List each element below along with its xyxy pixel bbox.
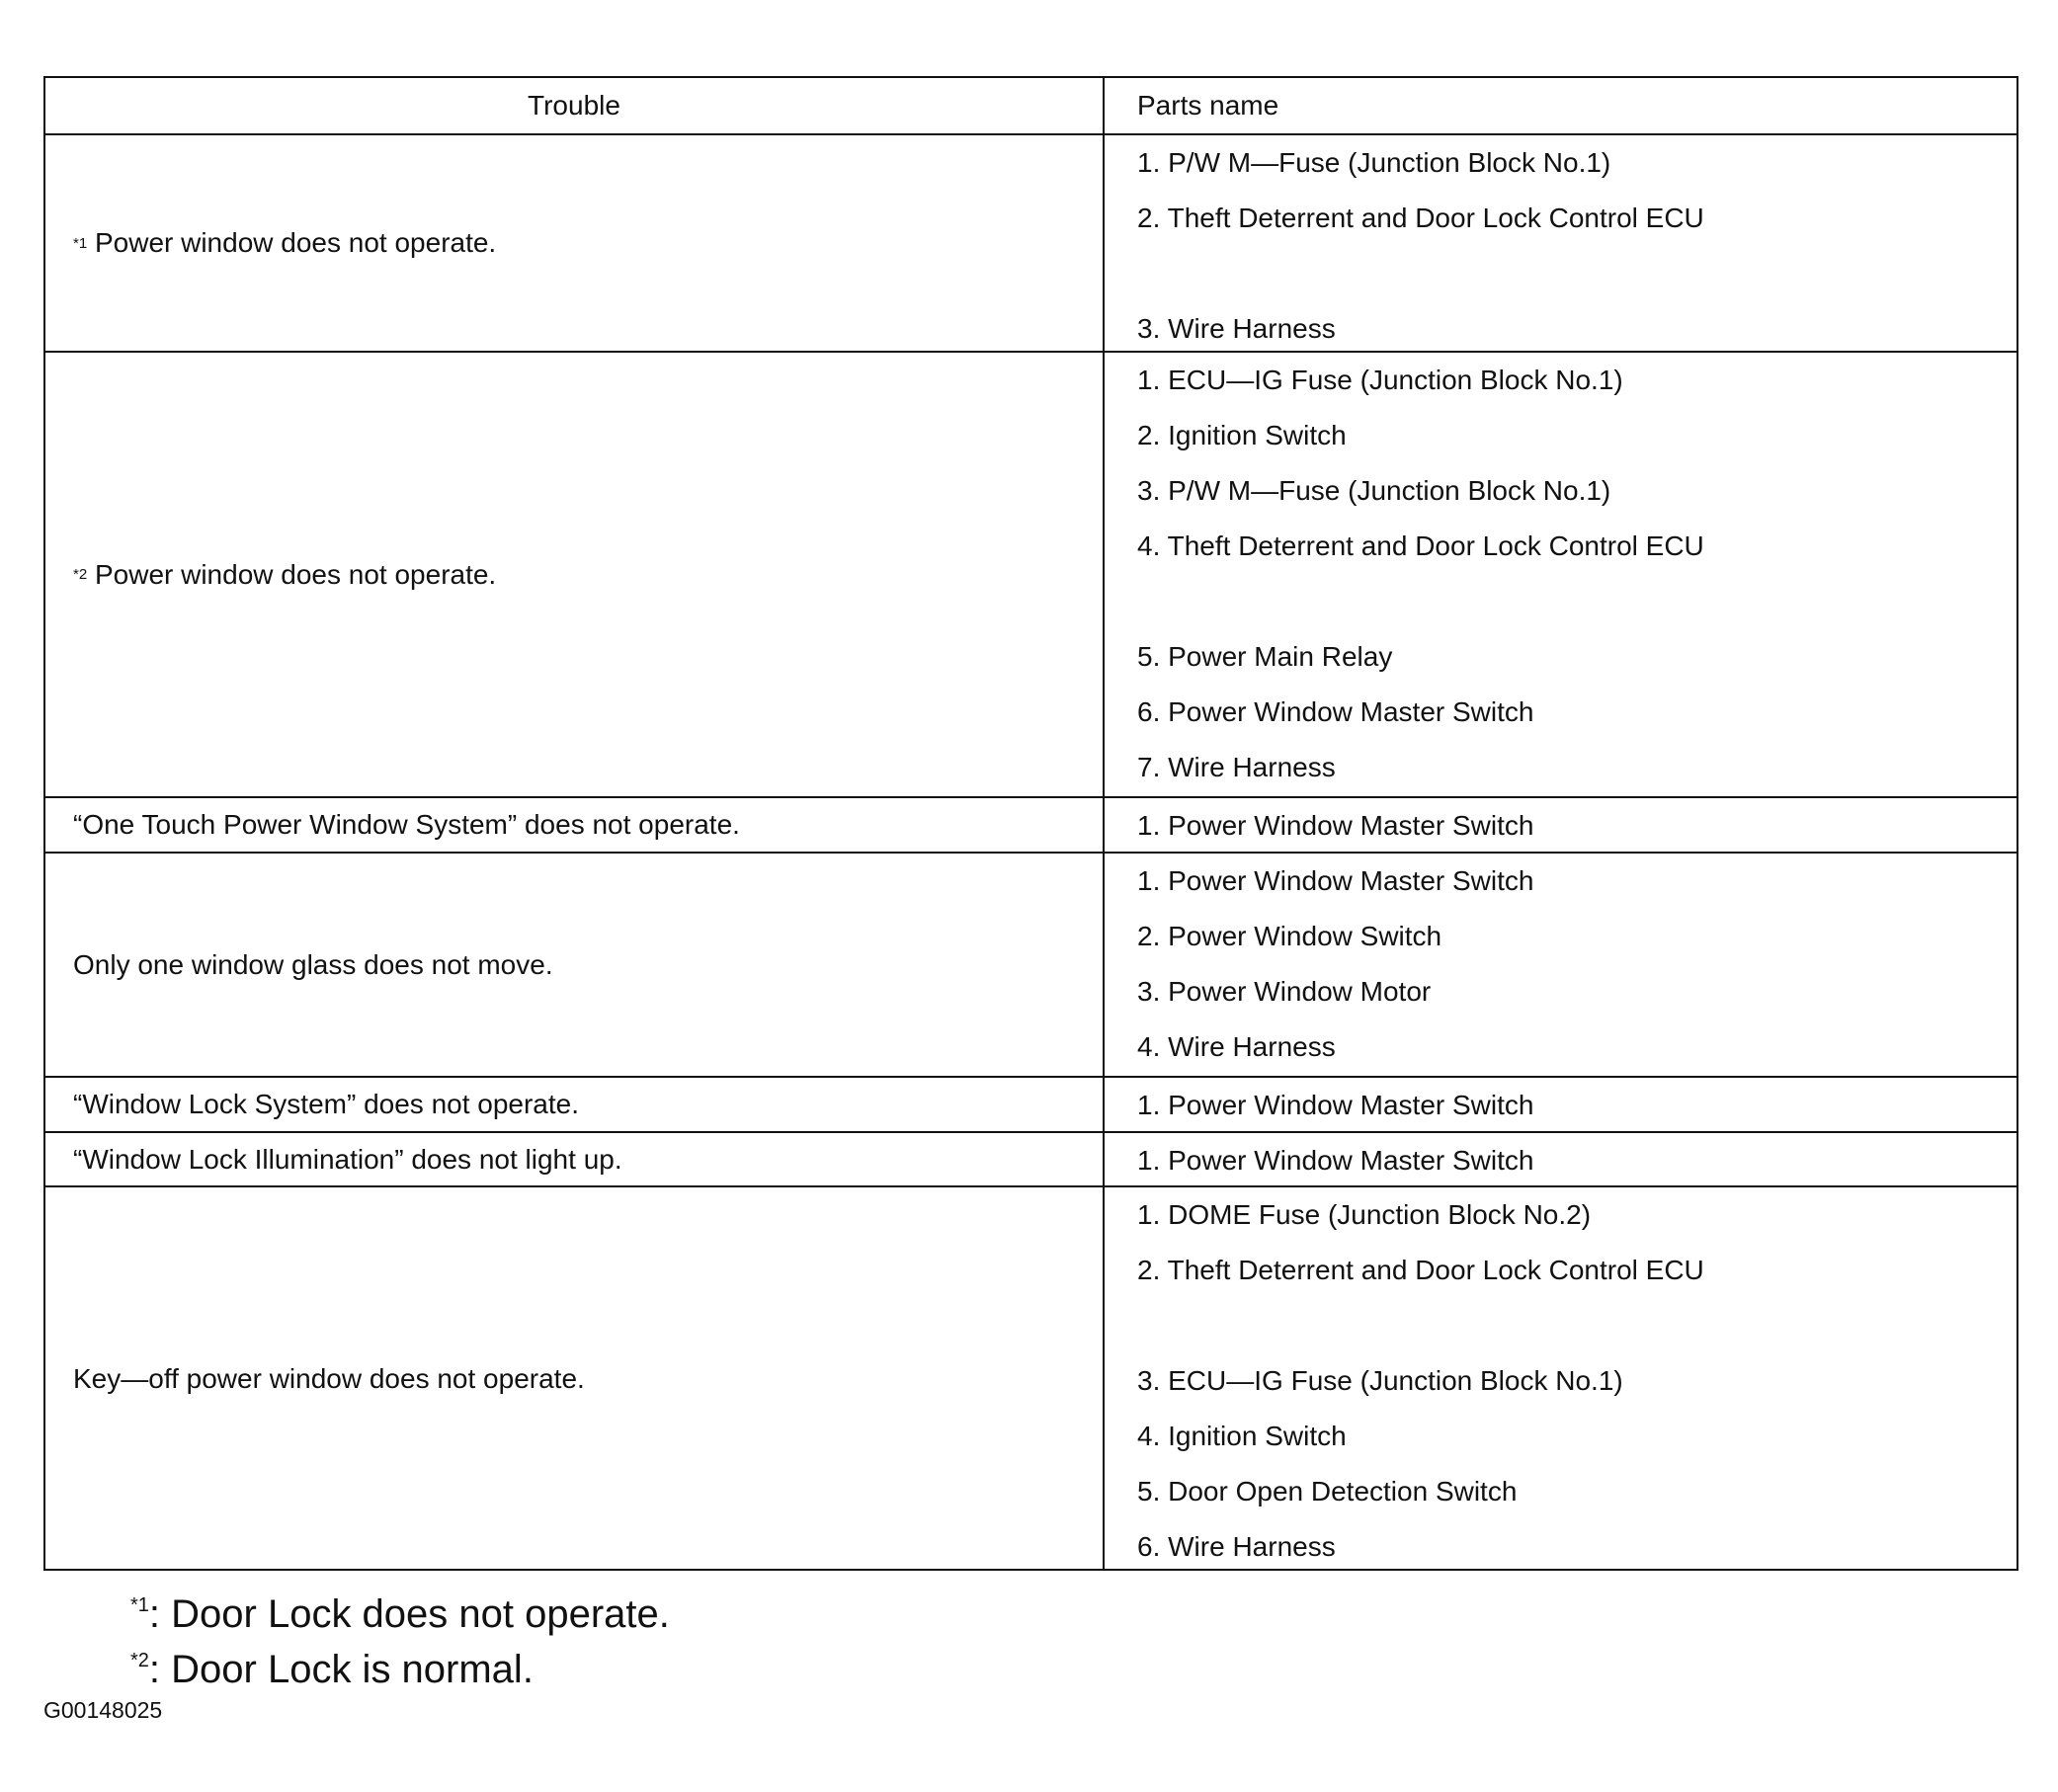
table-row: “Window Lock Illumination” does not ligh… (45, 1131, 2017, 1185)
footnote-text: : Door Lock is normal. (148, 1648, 534, 1691)
header-parts-name: Parts name (1137, 90, 1279, 121)
footnote-2: *2: Door Lock is normal. (130, 1648, 534, 1692)
part-item: 2. Theft Deterrent and Door Lock Control… (1137, 203, 1704, 233)
troubleshooting-table: Trouble Parts name *1 Power window does … (43, 76, 2018, 1571)
footnote-text: : Door Lock does not operate. (148, 1592, 670, 1636)
footnote-mark: *1 (130, 1594, 149, 1616)
part-item: 3. P/W M—Fuse (Junction Block No.1) (1137, 475, 1611, 506)
part-item: 2. Ignition Switch (1137, 420, 1347, 450)
footnote-1: *1: Door Lock does not operate. (130, 1592, 670, 1637)
footnote-mark: *1 (73, 234, 88, 252)
part-item: 5. Power Main Relay (1137, 641, 1393, 672)
part-item: 1. Power Window Master Switch (1137, 810, 1534, 841)
part-item: 1. Power Window Master Switch (1137, 1145, 1534, 1176)
trouble-text: Key—off power window does not operate. (73, 1363, 585, 1394)
trouble-text: “Window Lock System” does not operate. (73, 1089, 580, 1119)
trouble-text: “One Touch Power Window System” does not… (73, 809, 740, 840)
table-row: *1 Power window does not operate. 1. P/W… (45, 133, 2017, 351)
part-item: 1. ECU—IG Fuse (Junction Block No.1) (1137, 365, 1623, 395)
trouble-text: “Window Lock Illumination” does not ligh… (73, 1143, 622, 1175)
trouble-text: Power window does not operate. (94, 227, 497, 258)
table-row: “One Touch Power Window System” does not… (45, 796, 2017, 852)
trouble-text: Only one window glass does not move. (73, 948, 553, 980)
part-item: 2. Theft Deterrent and Door Lock Control… (1137, 1255, 1704, 1285)
part-item: 6. Power Window Master Switch (1137, 696, 1534, 727)
part-item: 6. Wire Harness (1137, 1531, 1336, 1562)
part-item: 4. Ignition Switch (1137, 1421, 1347, 1451)
part-item: 2. Power Window Switch (1137, 921, 1442, 951)
figure-code: G00148025 (43, 1697, 163, 1723)
trouble-text: Power window does not operate. (94, 558, 497, 590)
part-item: 1. Power Window Master Switch (1137, 1090, 1534, 1120)
part-item: 1. DOME Fuse (Junction Block No.2) (1137, 1199, 1592, 1230)
footnote-mark: *2 (130, 1650, 149, 1671)
table-row: Only one window glass does not move. 1. … (45, 852, 2017, 1076)
part-item: 5. Door Open Detection Switch (1137, 1476, 1518, 1507)
footnote-mark: *2 (73, 566, 88, 583)
table-row: Key—off power window does not operate. 1… (45, 1185, 2017, 1571)
part-item: 4. Wire Harness (1137, 1031, 1336, 1062)
part-item: 7. Wire Harness (1137, 752, 1336, 782)
table-header: Trouble Parts name (45, 78, 2017, 133)
table-row: *2 Power window does not operate. 1. ECU… (45, 351, 2017, 796)
header-trouble: Trouble (528, 90, 620, 121)
table-row: “Window Lock System” does not operate. 1… (45, 1076, 2017, 1131)
part-item: 1. P/W M—Fuse (Junction Block No.1) (1137, 147, 1611, 178)
part-item: 3. Wire Harness (1137, 313, 1336, 344)
part-item: 4. Theft Deterrent and Door Lock Control… (1137, 530, 1704, 561)
part-item: 3. Power Window Motor (1137, 976, 1432, 1007)
part-item: 3. ECU—IG Fuse (Junction Block No.1) (1137, 1365, 1623, 1396)
part-item: 1. Power Window Master Switch (1137, 865, 1534, 896)
